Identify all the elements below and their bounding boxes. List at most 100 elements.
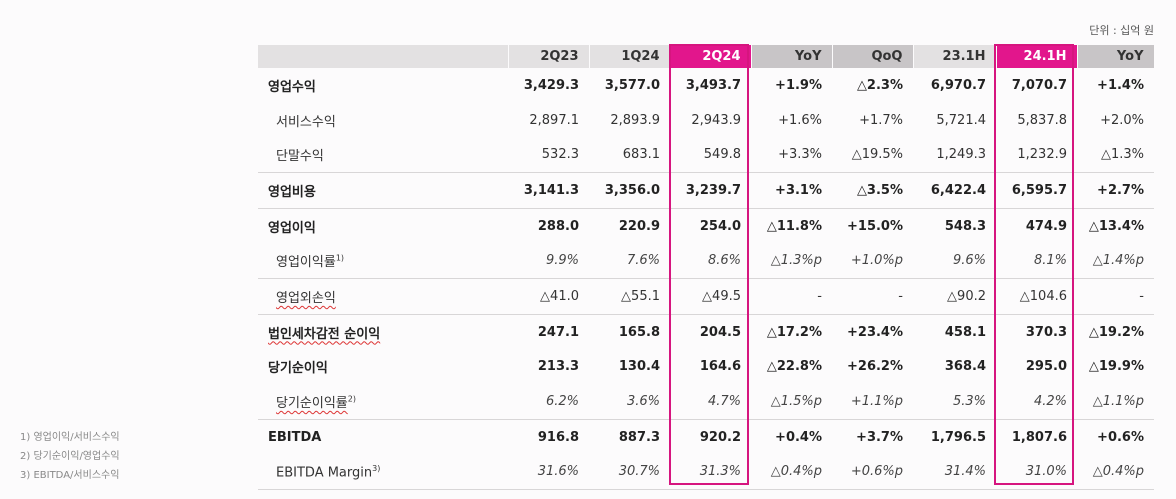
footnote-marker: 1) <box>335 253 345 263</box>
cell-1q24: △55.1 <box>589 278 670 315</box>
cell-2q23: 6.2% <box>545 394 579 410</box>
cell-1q24: 220.9 <box>589 207 670 244</box>
cell-yoy-half: △19.2% <box>1077 313 1154 350</box>
cell-24-1h: 8.1% <box>1033 253 1067 269</box>
cell-qoq: △3.5% <box>832 172 913 209</box>
cell-2q24: 204.5 <box>670 313 751 350</box>
row-label-text: 서비스수익 <box>276 114 336 130</box>
cell-24-1h: 31.0% <box>996 454 1077 491</box>
cell-qoq: +23.4% <box>832 313 913 350</box>
cell-yoy-half: - <box>1077 278 1154 315</box>
cell-yoy: - <box>751 278 832 315</box>
table-row: 영업이익률1) 9.9% 7.6% 8.6% △1.3%p +1.0%p 9.6% 8.1% △… <box>258 243 1154 278</box>
cell-yoy-half: +2.7% <box>1077 172 1154 209</box>
cell-yoy: +3.3% <box>778 147 822 163</box>
table-row: 영업외손익 △41.0 △55.1 △49.5- - △90.2 △104.6- <box>258 278 1154 315</box>
row-label-text: 당기순이익률 <box>276 396 348 412</box>
unit-label: 단위 : 십억 원 <box>1089 24 1154 37</box>
cell-yoy-half: +0.6% <box>1077 418 1154 455</box>
cell-qoq: +1.0%p <box>850 253 903 269</box>
row-label: 영업이익 <box>258 207 508 244</box>
table-row: 서비스수익 2,897.1 2,893.9 2,943.9 +1.6% +1.7% 5,72… <box>258 103 1154 138</box>
cell-2q23: 9.9% <box>545 253 579 269</box>
row-label-text: 당기순이익 <box>268 361 328 377</box>
cell-2q24: △49.5 <box>670 278 751 315</box>
row-label: 법인세차감전 순이익 <box>258 313 508 350</box>
cell-1q24: 130.4 <box>618 359 660 375</box>
row-label: 영업비용 <box>258 172 508 209</box>
row-label-text: 법인세차감전 순이익 <box>268 326 381 342</box>
table-row: 영업수익 3,429.3 3,577.0 3,493.7 +1.9% △2.3% 6,970… <box>258 68 1154 103</box>
row-label: 당기순이익 <box>258 350 508 385</box>
footnote-marker: 3) <box>372 463 381 473</box>
cell-1q24: 2,893.9 <box>610 112 660 128</box>
footnote-2: 2) 당기순이익/영업수익 <box>20 451 120 462</box>
cell-qoq: +1.7% <box>859 112 903 128</box>
cell-2q23: 31.6% <box>508 454 589 491</box>
row-label: 단말수익 <box>258 137 508 172</box>
row-label: EBITDA Margin3) <box>258 454 508 491</box>
row-label: 당기순이익률2) <box>258 384 508 419</box>
cell-qoq: +3.7% <box>832 418 913 455</box>
footnote-marker: 2) <box>347 394 356 404</box>
cell-23-1h: 1,796.5 <box>913 418 996 455</box>
cell-yoy: △1.3%p <box>770 253 822 269</box>
header-row: 2Q23 1Q24 2Q24 YoY QoQ 23.1H 24.1H YoY <box>258 45 1155 68</box>
cell-23-1h: 6,422.4 <box>913 172 996 209</box>
cell-2q24: 3,239.7 <box>670 172 751 209</box>
cell-yoy-half: +2.0% <box>1100 112 1144 128</box>
table-row: 단말수익 532.3 683.1 549.8 +3.3% △19.5% 1,249.3 1,2… <box>258 137 1154 172</box>
cell-yoy-half: △1.3% <box>1100 147 1144 163</box>
table-row: 당기순이익 213.3 130.4 164.6 △22.8% +26.2% 368.4 295… <box>258 350 1154 385</box>
cell-23-1h: 548.3 <box>913 207 996 244</box>
cell-yoy: △22.8% <box>766 359 822 375</box>
cell-yoy: +1.9% <box>775 77 822 93</box>
footnote-3: 3) EBITDA/서비스수익 <box>20 470 120 481</box>
cell-23-1h: 9.6% <box>952 253 986 269</box>
cell-yoy-half: △0.4%p <box>1077 454 1154 491</box>
cell-1q24: 3.6% <box>626 394 660 410</box>
cell-23-1h: 368.4 <box>944 359 986 375</box>
header-label-cell <box>258 45 509 68</box>
header-1q24: 1Q24 <box>589 45 671 68</box>
cell-yoy: +3.1% <box>751 172 832 209</box>
cell-2q24: 2,943.9 <box>691 112 741 128</box>
cell-23-1h: 31.4% <box>913 454 996 491</box>
cell-1q24: 7.6% <box>626 253 660 269</box>
cell-1q24: 887.3 <box>589 418 670 455</box>
row-label-text: 영업비용 <box>268 184 316 200</box>
cell-1q24: 3,577.0 <box>604 77 660 93</box>
table-row: 영업이익 288.0 220.9 254.0 △11.8% +15.0% 548.3 474.… <box>258 207 1154 244</box>
cell-qoq: +1.1%p <box>850 394 903 410</box>
header-24-1h: 24.1H <box>996 45 1078 68</box>
cell-2q23: 288.0 <box>508 207 589 244</box>
row-label: EBITDA <box>258 418 508 455</box>
row-label-text: 영업이익 <box>268 220 316 236</box>
cell-23-1h: 6,970.7 <box>930 77 986 93</box>
cell-2q24: 3,493.7 <box>685 77 741 93</box>
cell-yoy-half: +1.4% <box>1097 77 1144 93</box>
cell-yoy-half: △13.4% <box>1077 207 1154 244</box>
cell-24-1h: 6,595.7 <box>996 172 1077 209</box>
header-2q24: 2Q24 <box>670 45 752 68</box>
row-label-text: 단말수익 <box>276 149 324 165</box>
row-label-text: 영업외손익 <box>276 290 336 306</box>
cell-2q23: 2,897.1 <box>529 112 579 128</box>
cell-2q23: 532.3 <box>541 147 579 163</box>
cell-24-1h: 474.9 <box>996 207 1077 244</box>
row-label-text: EBITDA <box>268 429 322 445</box>
table-row: 당기순이익률2) 6.2% 3.6% 4.7% △1.5%p +1.1%p 5.3% 4.2%… <box>258 384 1154 419</box>
cell-23-1h: △90.2 <box>913 278 996 315</box>
cell-2q23: △41.0 <box>508 278 589 315</box>
cell-yoy: △1.5%p <box>770 394 822 410</box>
cell-24-1h: 1,232.9 <box>1017 147 1067 163</box>
cell-2q24: 254.0 <box>670 207 751 244</box>
row-label: 서비스수익 <box>258 103 508 138</box>
cell-1q24: 683.1 <box>622 147 660 163</box>
cell-24-1h: 4.2% <box>1033 394 1067 410</box>
cell-qoq: △2.3% <box>856 77 903 93</box>
table-row: EBITDA Margin3) 31.6% 30.7% 31.3% △0.4%p +0.6… <box>258 454 1154 491</box>
cell-yoy: +0.4% <box>751 418 832 455</box>
cell-yoy: △17.2% <box>751 313 832 350</box>
cell-2q24: 4.7% <box>707 394 741 410</box>
